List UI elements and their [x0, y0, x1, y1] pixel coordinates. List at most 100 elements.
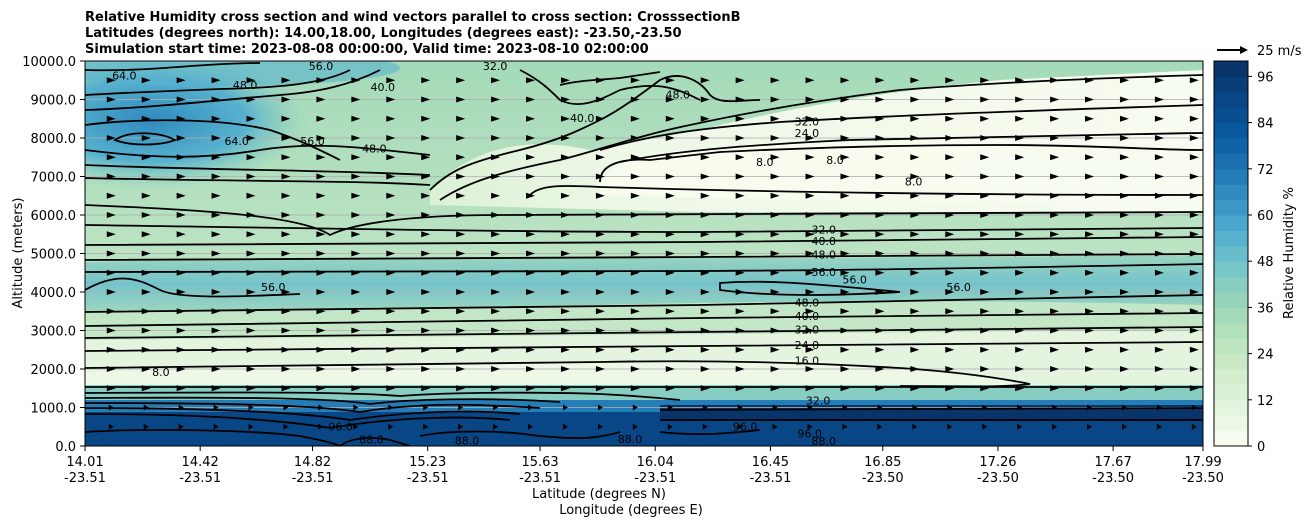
wind-vector-arrow — [526, 289, 536, 295]
contour-line — [559, 71, 661, 86]
wind-vector-arrow — [316, 96, 326, 103]
wind-vector-arrow — [840, 154, 850, 161]
wind-vector-arrow — [840, 346, 850, 353]
wind-vector-arrow — [945, 308, 955, 315]
colorbar-segment — [1214, 184, 1248, 201]
wind-vector-arrow — [735, 231, 745, 238]
wind-vector-arrow — [980, 269, 990, 276]
wind-vector-arrow — [1119, 135, 1129, 141]
wind-vector-arrow — [560, 173, 570, 180]
wind-vector-arrow — [875, 173, 885, 180]
wind-vector-arrow — [1085, 173, 1095, 180]
wind-vector-arrow — [630, 346, 640, 353]
wind-vector-arrow — [840, 269, 850, 276]
wind-vector-arrow — [491, 250, 501, 257]
wind-vector-arrow — [1015, 308, 1025, 315]
colorbar-segment — [1214, 61, 1248, 77]
wind-vector-arrow — [1050, 366, 1060, 372]
wind-vector-arrow — [351, 115, 361, 122]
wind-vector-arrow — [316, 173, 326, 180]
wind-vector-arrow — [805, 366, 815, 372]
x-tick-label-lat: 17.99 — [1184, 455, 1221, 470]
y-tick-label: 8000.0 — [31, 132, 77, 147]
wind-vector-arrow — [980, 366, 990, 372]
wind-vector-arrow — [246, 327, 256, 334]
wind-vector-arrow — [1154, 366, 1164, 372]
contour-line — [339, 437, 411, 446]
wind-vector-arrow — [1119, 366, 1129, 372]
wind-vector-arrow — [458, 404, 464, 411]
contour-line — [85, 119, 341, 161]
wind-vector-arrow — [1087, 423, 1093, 430]
field-surface-transition — [85, 385, 1203, 403]
wind-vector-arrow — [1015, 96, 1025, 103]
wind-vector-arrow — [246, 366, 256, 372]
wind-vector-arrow — [493, 423, 499, 430]
wind-vector-arrow — [945, 96, 955, 103]
wind-vector-arrow — [1156, 423, 1162, 430]
wind-vector-arrow — [526, 154, 536, 161]
colorbar-tick-label: 96 — [1257, 70, 1274, 85]
wind-vector-arrow — [1085, 154, 1095, 161]
contour-line — [85, 312, 1203, 327]
wind-vector-arrow — [456, 192, 466, 199]
contour-line — [659, 407, 1203, 411]
wind-vector-arrow — [875, 96, 885, 103]
contour-line — [719, 280, 901, 296]
x-tick-label-lat: 17.26 — [979, 455, 1016, 470]
colorbar-tick-label: 12 — [1257, 394, 1274, 409]
contour-label: 88.0 — [455, 434, 480, 447]
contour-line — [599, 104, 1203, 151]
wind-vector-arrow — [1119, 77, 1129, 84]
contour-line — [85, 69, 351, 96]
wind-vector-arrow — [700, 192, 710, 199]
wind-vector-arrow — [980, 173, 990, 180]
wind-vector-arrow — [211, 250, 221, 257]
colorbar-segment — [1214, 399, 1248, 416]
wind-vector-arrow — [281, 192, 291, 199]
wind-vector-arrow — [877, 423, 883, 430]
wind-vector-arrow — [351, 192, 361, 199]
wind-vector-arrow — [1085, 135, 1095, 141]
wind-vector-arrow — [560, 308, 570, 315]
wind-vector-arrow — [281, 173, 291, 180]
wind-vector-arrow — [912, 423, 918, 430]
wind-vector-arrow — [351, 173, 361, 180]
wind-vector-arrow — [421, 250, 431, 257]
wind-vector-arrow — [1154, 154, 1164, 161]
contour-label: 56.0 — [842, 273, 867, 286]
wind-vector-arrow — [491, 192, 501, 199]
wind-vector-arrow — [143, 423, 149, 430]
wind-vector-arrow — [770, 308, 780, 315]
wind-vector-arrow — [1154, 231, 1164, 238]
wind-vector-arrow — [176, 231, 186, 238]
contour-label: 56.0 — [946, 281, 971, 294]
wind-vector-arrow — [106, 212, 116, 218]
wind-vector-arrow — [772, 423, 778, 430]
contour-line — [85, 429, 341, 446]
contour-line — [85, 144, 431, 158]
wind-vector-arrow — [456, 289, 466, 295]
y-tick-label: 6000.0 — [31, 209, 77, 224]
wind-vector-arrow — [211, 173, 221, 180]
wind-vector-arrow — [1085, 231, 1095, 238]
contour-label: 96.0 — [328, 421, 353, 434]
wind-vector-arrow — [770, 154, 780, 161]
wind-vector-arrow — [1154, 135, 1164, 141]
wind-vector-arrow — [176, 135, 186, 141]
wind-vector-arrow — [980, 77, 990, 84]
wind-vector-arrow — [141, 231, 151, 238]
wind-vector-arrow — [491, 154, 501, 161]
quiver-key-arrow-head — [1240, 46, 1248, 54]
x-tick-label-lon: -23.51 — [407, 471, 449, 486]
wind-vector-arrow — [595, 250, 605, 257]
wind-vector-arrow — [281, 366, 291, 372]
wind-vector-arrow — [281, 250, 291, 257]
wind-vector-arrow — [632, 423, 638, 430]
wind-vector-arrow — [106, 96, 116, 103]
wind-vector-arrow — [560, 192, 570, 199]
wind-vector-arrow — [1119, 308, 1129, 315]
wind-vector-arrow — [1189, 173, 1199, 180]
colorbar-segment — [1214, 384, 1248, 401]
wind-vector-arrow — [1119, 231, 1129, 238]
